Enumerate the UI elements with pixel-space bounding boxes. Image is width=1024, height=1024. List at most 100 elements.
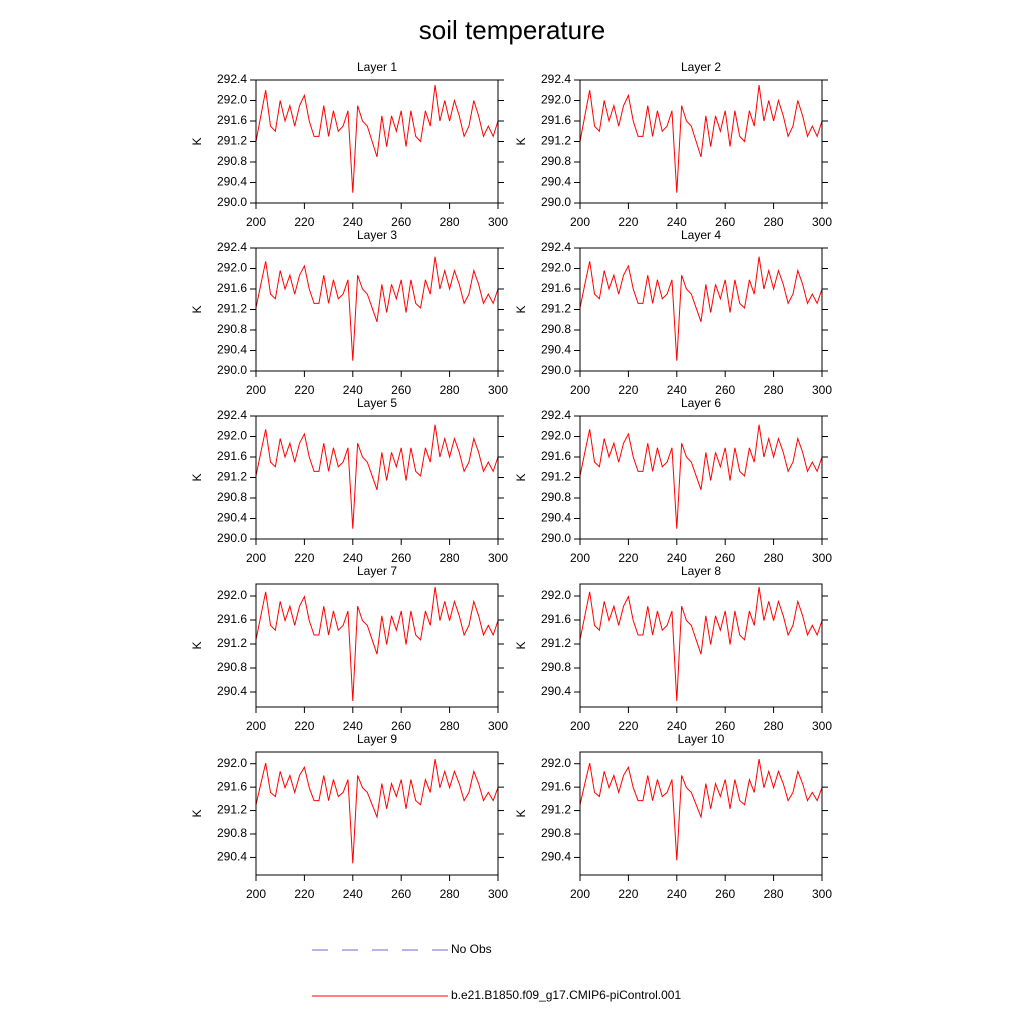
x-tick-label: 260 bbox=[391, 383, 411, 397]
x-tick-label: 280 bbox=[764, 383, 784, 397]
x-tick-label: 260 bbox=[391, 887, 411, 901]
y-tick-label: 292.0 bbox=[541, 756, 571, 770]
y-tick-label: 291.6 bbox=[217, 612, 247, 626]
y-tick-label: 290.8 bbox=[217, 660, 247, 674]
y-tick-label: 291.6 bbox=[541, 281, 571, 295]
x-tick-label: 300 bbox=[488, 719, 508, 733]
y-tick-label: 292.0 bbox=[217, 756, 247, 770]
plot-frame bbox=[255, 751, 499, 876]
x-tick-label: 300 bbox=[488, 383, 508, 397]
panel-title: Layer 7 bbox=[357, 564, 397, 578]
y-tick-label: 291.2 bbox=[217, 134, 247, 148]
x-tick-label: 220 bbox=[294, 719, 314, 733]
data-line bbox=[579, 256, 823, 361]
x-tick-label: 240 bbox=[343, 383, 363, 397]
panel: Layer 3 K 200 220 240 260 280 300 290.0 290.4 290.… bbox=[190, 228, 508, 397]
panel-title: Layer 1 bbox=[357, 60, 397, 74]
y-tick-label: 291.6 bbox=[541, 113, 571, 127]
y-tick-label: 292.4 bbox=[541, 240, 571, 254]
y-tick-label: 291.2 bbox=[541, 302, 571, 316]
y-tick-label: 290.4 bbox=[541, 343, 571, 357]
panel: Layer 5 K 200 220 240 260 280 300 290.0 290.4 290.… bbox=[190, 396, 508, 565]
y-axis-label: K bbox=[514, 641, 528, 649]
y-tick-label: 290.8 bbox=[541, 660, 571, 674]
x-tick-label: 200 bbox=[246, 719, 266, 733]
x-tick-label: 280 bbox=[440, 719, 460, 733]
panel: Layer 6 K 200 220 240 260 280 300 290.0 290.4 290.… bbox=[514, 396, 832, 565]
y-tick-label: 290.4 bbox=[217, 511, 247, 525]
plot-frame bbox=[579, 247, 823, 372]
panel: Layer 8 K 200 220 240 260 280 300 290.4 290.8 291.… bbox=[514, 564, 832, 733]
panel: Layer 7 K 200 220 240 260 280 300 290.4 290.8 291.… bbox=[190, 564, 508, 733]
x-tick-label: 200 bbox=[246, 551, 266, 565]
y-tick-label: 290.4 bbox=[541, 511, 571, 525]
y-tick-label: 290.4 bbox=[217, 343, 247, 357]
x-tick-label: 200 bbox=[246, 383, 266, 397]
y-tick-label: 290.8 bbox=[217, 322, 247, 336]
y-tick-label: 290.4 bbox=[217, 175, 247, 189]
x-tick-label: 220 bbox=[618, 551, 638, 565]
x-tick-label: 260 bbox=[715, 719, 735, 733]
panel-title: Layer 4 bbox=[681, 228, 721, 242]
y-axis-label: K bbox=[190, 305, 204, 313]
y-tick-label: 291.2 bbox=[217, 470, 247, 484]
plot-frame bbox=[579, 415, 823, 540]
x-tick-label: 280 bbox=[764, 551, 784, 565]
y-tick-label: 292.0 bbox=[541, 588, 571, 602]
x-tick-label: 220 bbox=[294, 383, 314, 397]
x-tick-label: 260 bbox=[715, 215, 735, 229]
panel: Layer 10 K 200 220 240 260 280 300 290.4 290.8 291… bbox=[514, 732, 832, 901]
y-tick-label: 290.8 bbox=[217, 826, 247, 840]
y-tick-label: 291.6 bbox=[541, 449, 571, 463]
y-tick-label: 290.0 bbox=[541, 195, 571, 209]
y-tick-label: 292.0 bbox=[541, 429, 571, 443]
y-tick-label: 292.4 bbox=[217, 408, 247, 422]
x-tick-label: 260 bbox=[715, 383, 735, 397]
y-tick-label: 292.0 bbox=[217, 261, 247, 275]
panel: Layer 1 K 200 220 240 260 280 300 290.0 290.4 290.… bbox=[190, 60, 508, 229]
panel-title: Layer 2 bbox=[681, 60, 721, 74]
x-tick-label: 240 bbox=[667, 383, 687, 397]
data-line bbox=[255, 85, 499, 193]
x-tick-label: 240 bbox=[343, 551, 363, 565]
panel: Layer 9 K 200 220 240 260 280 300 290.4 290.8 291.… bbox=[190, 732, 508, 901]
x-tick-label: 260 bbox=[715, 551, 735, 565]
y-tick-label: 290.4 bbox=[541, 850, 571, 864]
panel-title: Layer 6 bbox=[681, 396, 721, 410]
x-tick-label: 300 bbox=[812, 719, 832, 733]
plot-frame bbox=[255, 583, 499, 708]
y-axis-label: K bbox=[514, 305, 528, 313]
y-tick-label: 291.2 bbox=[541, 470, 571, 484]
plot-frame bbox=[579, 583, 823, 708]
x-tick-label: 240 bbox=[667, 719, 687, 733]
panel-title: Layer 3 bbox=[357, 228, 397, 242]
y-tick-label: 292.0 bbox=[541, 261, 571, 275]
data-line bbox=[579, 85, 823, 193]
y-tick-label: 291.2 bbox=[217, 803, 247, 817]
plot-frame bbox=[579, 751, 823, 876]
plot-frame bbox=[579, 79, 823, 204]
plot-frame bbox=[255, 79, 499, 204]
y-tick-label: 291.6 bbox=[541, 779, 571, 793]
x-tick-label: 220 bbox=[294, 887, 314, 901]
x-tick-label: 260 bbox=[391, 719, 411, 733]
y-axis-label: K bbox=[514, 809, 528, 817]
x-tick-label: 280 bbox=[764, 719, 784, 733]
panel-title: Layer 9 bbox=[357, 732, 397, 746]
panel-title: Layer 8 bbox=[681, 564, 721, 578]
y-tick-label: 291.6 bbox=[217, 281, 247, 295]
y-axis-label: K bbox=[190, 809, 204, 817]
y-tick-label: 291.2 bbox=[541, 636, 571, 650]
plot-frame bbox=[255, 247, 499, 372]
panel-title: Layer 5 bbox=[357, 396, 397, 410]
panel: Layer 4 K 200 220 240 260 280 300 290.0 290.4 290.… bbox=[514, 228, 832, 397]
y-tick-label: 290.4 bbox=[217, 684, 247, 698]
y-tick-label: 291.2 bbox=[217, 302, 247, 316]
y-tick-label: 290.8 bbox=[541, 322, 571, 336]
y-tick-label: 292.0 bbox=[541, 93, 571, 107]
x-tick-label: 240 bbox=[343, 719, 363, 733]
y-tick-label: 290.0 bbox=[217, 195, 247, 209]
x-tick-label: 200 bbox=[246, 887, 266, 901]
y-tick-label: 290.8 bbox=[541, 490, 571, 504]
y-tick-label: 292.0 bbox=[217, 429, 247, 443]
